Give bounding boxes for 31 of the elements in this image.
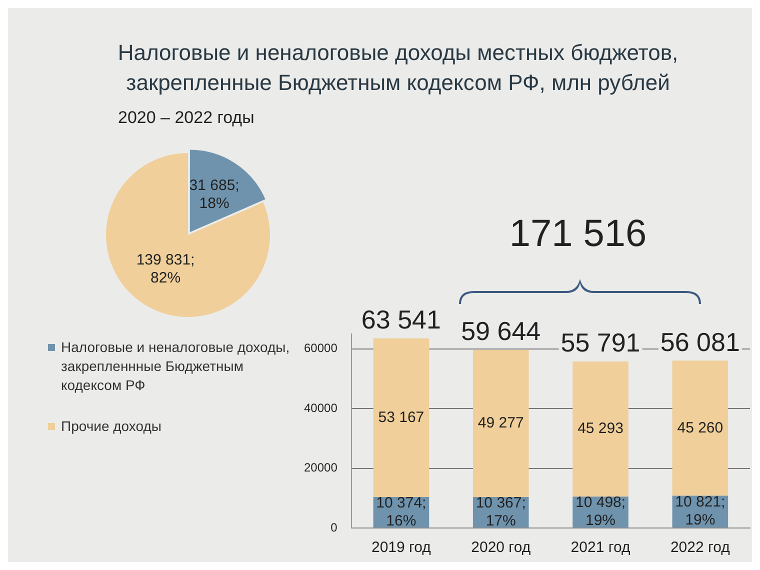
data-label: 31 685; 18% (189, 177, 240, 212)
legend-label: Прочие доходы (61, 417, 162, 436)
data-label: 45 260 (677, 419, 724, 436)
total-label: 59 644 (461, 316, 541, 346)
text: 171 516 (508, 213, 648, 256)
total-label: 63 541 (361, 304, 441, 335)
y-tick-label: 0 (330, 520, 338, 534)
bar (373, 338, 430, 498)
x-tick-label: 2019 год (371, 539, 432, 556)
legend-label: Налоговые и неналоговые доходы, закрепленнные Бюджетным кодексом РФ (61, 338, 291, 395)
x-tick-label: 2020 год (471, 539, 531, 556)
data-label: 45 293 (578, 420, 624, 438)
data-label: 10 374; 16% (376, 494, 426, 530)
y-tick-label: 20000 (304, 460, 338, 475)
x-tick-label: 2021 год (570, 539, 630, 556)
bar (672, 360, 728, 496)
data-label: 10 821; 19% (675, 494, 726, 529)
data-label: 10 367; 17% (476, 494, 526, 530)
data-label: 139 831; 82% (136, 251, 195, 286)
chart-subtitle: 2020 – 2022 годы (118, 108, 254, 128)
data-label: 10 498; 19% (575, 494, 626, 530)
data-label: 53 167 (378, 408, 424, 426)
y-tick-label: 40000 (304, 400, 338, 415)
total-label: 55 791 (560, 328, 640, 358)
data-label: 49 277 (478, 414, 524, 432)
bar (572, 361, 628, 497)
y-tick-label: 60000 (304, 341, 338, 356)
bar (472, 350, 529, 498)
total-label: 56 081 (660, 326, 740, 357)
x-tick-label: 2022 год (670, 539, 730, 556)
text: Налоговые и неналоговые доходы местных бюджетов, закрепленные Бюджетным кодексом РФ, млн рублей (116, 39, 680, 97)
